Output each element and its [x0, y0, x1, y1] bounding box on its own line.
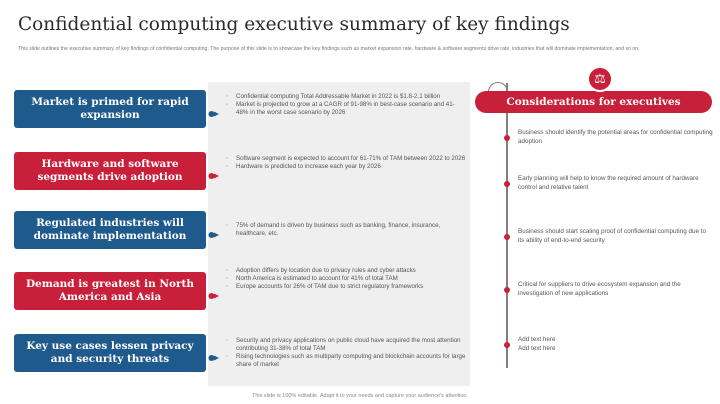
finding-bullets: Confidential computing Total Addressable…	[226, 93, 466, 117]
finding-bullets: Adoption differs by location due to priv…	[226, 267, 466, 291]
subtitle: This slide outlines the executive summar…	[18, 46, 640, 52]
bullet-item: Hardware is predicted to increase each y…	[226, 163, 466, 171]
arrow-icon	[208, 167, 220, 179]
consideration-item: Early planning will help to know the req…	[518, 175, 699, 191]
bullet-item: North America is estimated to account fo…	[226, 275, 466, 283]
timeline-dot	[504, 181, 510, 187]
bullet-item: Rising technologies such as multiparty c…	[226, 353, 466, 369]
arrow-icon	[208, 105, 220, 117]
timeline-dot	[504, 342, 510, 348]
arrow-icon	[208, 349, 220, 361]
arrow-icon	[208, 226, 220, 238]
consideration-item: Add text here Add text here	[518, 336, 556, 352]
page-title: Confidential computing executive summary…	[18, 14, 570, 35]
timeline-dot	[504, 135, 510, 141]
finding-box: Regulated industries will dominate imple…	[14, 211, 206, 249]
finding-bullets: Security and privacy applications on pub…	[226, 337, 466, 369]
bullet-item: Market is projected to grow at a CAGR of…	[226, 101, 466, 117]
bullet-item: Confidential computing Total Addressable…	[226, 93, 466, 101]
finding-bullets: Software segment is expected to account …	[226, 155, 466, 171]
considerations-header: Considerations for executives	[475, 91, 712, 113]
consideration-item: Business should identify the potential a…	[518, 129, 713, 145]
bullet-item: Adoption differs by location due to priv…	[226, 267, 466, 275]
arrow-icon	[208, 287, 220, 299]
scales-icon: ⚖	[587, 66, 613, 92]
finding-bullets: 75% of demand is driven by business such…	[226, 222, 466, 238]
bullet-item: Security and privacy applications on pub…	[226, 337, 466, 353]
bullet-item: Europe accounts for 26% of TAM due to st…	[226, 283, 466, 291]
finding-box: Hardware and software segments drive ado…	[14, 152, 206, 190]
timeline-dot	[504, 234, 510, 240]
bullet-item: 75% of demand is driven by business such…	[226, 222, 466, 238]
finding-box: Market is primed for rapid expansion	[14, 90, 206, 128]
consideration-item: Business should start scaling proof of c…	[518, 228, 706, 244]
consideration-item: Critical for suppliers to drive ecosyste…	[518, 281, 681, 297]
finding-box: Key use cases lessen privacy and securit…	[14, 334, 206, 372]
timeline-dot	[504, 287, 510, 293]
timeline-line	[506, 83, 508, 368]
timeline-arc	[488, 82, 508, 96]
footer-note: This slide is 100% editable. Adapt it to…	[252, 393, 468, 399]
bullet-item: Software segment is expected to account …	[226, 155, 466, 163]
finding-box: Demand is greatest in North America and …	[14, 272, 206, 310]
